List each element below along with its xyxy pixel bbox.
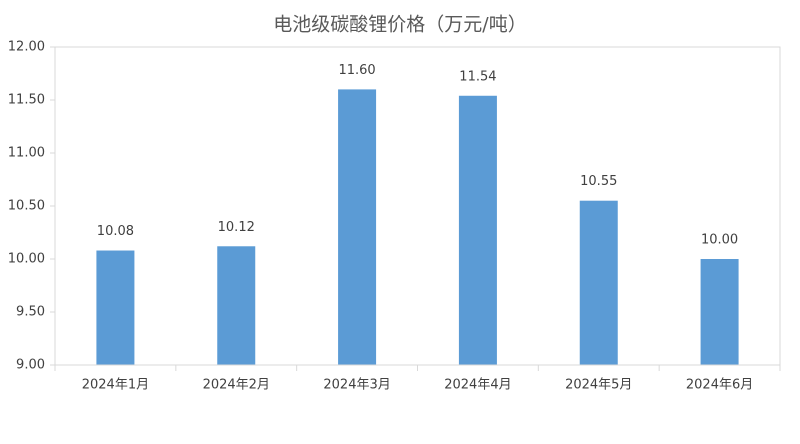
bar (458, 95, 497, 365)
y-tick-label: 10.50 (8, 199, 45, 214)
y-tick-label: 10.00 (8, 252, 45, 267)
value-label: 10.08 (97, 224, 134, 239)
y-tick-label: 11.00 (8, 146, 45, 161)
x-tick-label: 2024年5月 (565, 378, 632, 393)
x-tick-label: 2024年2月 (203, 378, 270, 393)
y-tick-label: 9.50 (16, 305, 45, 320)
bar (96, 250, 135, 365)
bar (217, 246, 256, 365)
bar (700, 259, 739, 365)
x-tick-label: 2024年1月 (82, 378, 149, 393)
x-tick-label: 2024年3月 (323, 378, 390, 393)
bar (579, 200, 618, 365)
value-label: 10.12 (218, 220, 255, 235)
value-label: 10.00 (701, 233, 738, 248)
value-label: 11.60 (338, 63, 375, 78)
bar (338, 89, 377, 366)
y-tick-label: 12.00 (8, 40, 45, 55)
value-label: 10.55 (580, 174, 617, 189)
value-label: 11.54 (459, 69, 496, 84)
x-tick-label: 2024年6月 (686, 378, 753, 393)
x-tick-label: 2024年4月 (444, 378, 511, 393)
y-tick-label: 9.00 (16, 358, 45, 373)
y-tick-label: 11.50 (8, 93, 45, 108)
chart-title: 电池级碳酸锂价格（万元/吨） (273, 14, 526, 36)
